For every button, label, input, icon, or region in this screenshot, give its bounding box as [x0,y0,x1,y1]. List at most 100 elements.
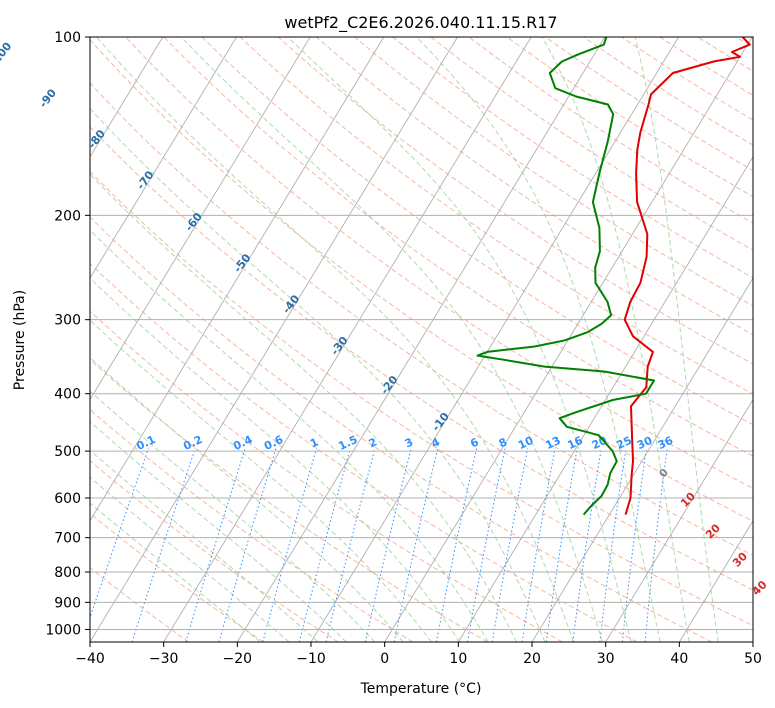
moist-adiabat-line [90,421,347,642]
mixing-ratio-line [185,448,246,642]
dry-adiabat-line [90,512,264,642]
dry-adiabat-line [90,82,753,556]
x-tick-label: −20 [223,651,253,667]
mixing-ratio-line [491,448,529,642]
moist-adiabat-line [90,356,404,642]
plot-frame [89,36,754,643]
dry-adiabat-line [125,37,753,489]
isotherm-line [310,37,679,642]
x-tick-label: −40 [75,651,105,667]
pressure-gridlines [90,36,753,630]
x-tick-label: 30 [597,651,615,667]
mixing-ratio-label: 30 [635,434,655,452]
moist-adiabat-line [90,107,546,642]
y-tick-label: 100 [54,30,81,46]
x-axis-label: Temperature (°C) [360,681,482,697]
moist-adiabat-line [90,476,290,642]
moist-adiabat-line [90,502,261,642]
dry-adiabat-line [468,37,753,224]
y-tick-label: 900 [54,595,81,611]
mixing-ratio-lines [90,448,668,642]
dry-adiabat-line [90,408,414,642]
dry-adiabat-label: -90 [37,86,60,110]
x-tick-label: 20 [523,651,541,667]
mixing-ratio-line [131,448,196,642]
y-tick-label: 800 [54,565,81,581]
y-tick-label: 700 [54,531,81,547]
x-tick-label: 10 [449,651,467,667]
moist-adiabat-line [90,319,432,642]
moist-adiabat-line [90,449,319,642]
moist-adiabat-line [287,37,632,642]
moist-adiabat-line [90,277,461,642]
y-axis-label: Pressure (hPa) [12,290,28,390]
mixing-ratio-line [364,448,412,642]
isotherm-line [457,156,753,642]
moist-adiabat-line [96,37,575,642]
mixing-ratio-line [521,448,556,642]
isotherm-line [90,37,237,280]
y-tick-label: 1000 [45,622,81,638]
isotherm-line [605,398,753,642]
x-axis-ticks: −40 −30 −20 −10 0 10 20 30 40 50 [75,642,762,667]
mixing-ratio-label: 16 [566,434,586,452]
x-tick-label: 50 [744,651,762,667]
moist-adiabat-line [90,229,489,642]
x-tick-label: 0 [380,651,389,667]
profile-series [476,37,751,516]
x-tick-label: 40 [670,651,688,667]
isotherm-line [90,37,164,158]
isotherm-line [531,277,753,642]
moist-adiabat-line [416,37,661,642]
moist-adiabat-line [180,37,603,642]
temperature-profile-line [623,37,751,515]
dry-adiabat-line [90,170,753,627]
mixing-ratio-line [393,448,439,642]
isotherm-line [163,37,532,642]
isotherm-line [752,641,753,642]
dry-adiabat-line [201,37,753,426]
y-axis-ticks: 100 200 300 400 500 600 700 800 900 1000 [45,30,90,638]
isotherm-line [90,37,458,642]
chart-title: wetPf2_C2E6.2026.040.11.15.R17 [284,13,557,33]
isotherm-line [90,37,311,401]
dry-adiabat-line [354,37,753,307]
dewpoint-profile-line [476,37,655,516]
moist-adiabat-line [634,37,719,642]
dry-adiabat-line [90,359,488,642]
mixing-ratio-line [298,448,351,642]
mixing-ratio-label: 20 [590,434,610,452]
dry-adiabat-line [90,460,339,642]
y-tick-label: 600 [54,491,81,507]
mixing-ratio-line [325,448,376,642]
mixing-ratio-label: 10 [516,434,536,452]
moist-adiabat-line [541,37,690,642]
isotherm-line [678,519,753,642]
dry-adiabat-line [90,216,712,642]
dry-adiabat-line [90,310,563,642]
dry-adiabat-line [430,37,753,251]
moist-adiabat-line [90,173,517,642]
dry-adiabat-line [90,126,753,591]
mixing-ratio-label: 25 [614,434,633,452]
dry-adiabat-label: -100 [0,40,15,70]
dry-adiabat-line [239,37,753,395]
mixing-ratio-line [435,448,477,642]
y-tick-label: 300 [54,313,81,329]
y-tick-label: 400 [54,387,81,403]
mixing-ratio-line [467,448,506,642]
dry-adiabat-line [163,37,753,457]
mixing-ratio-label: 36 [656,434,676,452]
x-tick-label: −30 [149,651,179,667]
mixing-ratio-line [218,448,277,642]
dry-adiabat-line [545,37,753,172]
dry-adiabat-line [583,37,753,146]
mixing-ratio-label: 13 [543,434,562,452]
isotherm-line [236,37,606,642]
isotherm-line [90,37,385,522]
mixing-ratio-line [262,448,317,642]
moist-adiabat-lines [90,37,719,642]
x-tick-label: −10 [296,651,326,667]
y-tick-label: 200 [54,208,81,224]
